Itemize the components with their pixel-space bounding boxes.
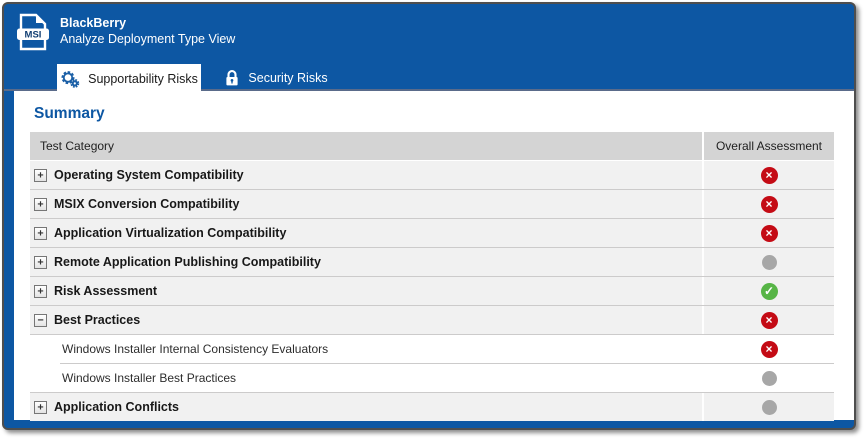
expander-plus-icon[interactable]: + (34, 226, 47, 240)
status-none-icon (761, 399, 777, 415)
row-label: Windows Installer Internal Consistency E… (62, 342, 329, 356)
table-row[interactable]: + Application Virtualization Compatibili… (30, 218, 834, 247)
expander-minus-icon[interactable]: − (34, 313, 47, 327)
row-label: Remote Application Publishing Compatibil… (54, 255, 321, 269)
titlebar: MSI BlackBerry Analyze Deployment Type V… (16, 12, 235, 52)
row-label: Best Practices (54, 313, 141, 327)
tab-label: Supportability Risks (88, 71, 198, 86)
msi-file-icon: MSI (17, 13, 49, 51)
package-title: BlackBerry (60, 16, 127, 30)
row-label: Operating System Compatibility (54, 168, 244, 182)
tab-supportability-risks[interactable]: Supportability Risks (57, 64, 201, 93)
window-header (4, 4, 854, 91)
table-header: Test Category Overall Assessment (30, 132, 834, 160)
row-label: Application Conflicts (54, 400, 179, 414)
lock-icon (226, 70, 239, 86)
table-row[interactable]: + MSIX Conversion Compatibility × (30, 189, 834, 218)
table-body: + Operating System Compatibility × + MSI… (30, 161, 834, 421)
column-header-overall-assessment: Overall Assessment (702, 132, 834, 160)
status-fail-icon: × (760, 195, 778, 213)
expander-plus-icon[interactable]: + (34, 400, 47, 414)
status-fail-icon: × (760, 340, 778, 358)
status-none-icon (761, 370, 777, 386)
table-row[interactable]: + Operating System Compatibility × (30, 161, 834, 189)
status-fail-icon: × (760, 166, 778, 184)
tab-security-risks[interactable]: Security Risks (201, 65, 351, 91)
summary-table: Test Category Overall Assessment + Opera… (30, 132, 834, 421)
content-panel: Summary Test Category Overall Assessment… (14, 91, 854, 421)
expander-plus-icon[interactable]: + (34, 197, 47, 211)
row-label: Risk Assessment (54, 284, 158, 298)
view-subtitle: Analyze Deployment Type View (60, 32, 236, 46)
expander-plus-icon[interactable]: + (34, 284, 47, 298)
table-row[interactable]: + Application Conflicts (30, 392, 834, 421)
analyze-window: MSI BlackBerry Analyze Deployment Type V… (2, 2, 856, 430)
row-label: Application Virtualization Compatibility (54, 226, 287, 240)
table-row[interactable]: + Risk Assessment ✓ (30, 276, 834, 305)
column-header-test-category: Test Category (40, 139, 115, 153)
status-pass-icon: ✓ (760, 282, 778, 300)
table-row[interactable]: Windows Installer Internal Consistency E… (30, 334, 834, 363)
table-row[interactable]: Windows Installer Best Practices (30, 363, 834, 392)
row-label: Windows Installer Best Practices (62, 371, 237, 385)
status-fail-icon: × (760, 311, 778, 329)
table-row[interactable]: − Best Practices × (30, 305, 834, 334)
row-label: MSIX Conversion Compatibility (54, 197, 240, 211)
expander-plus-icon[interactable]: + (34, 255, 47, 269)
tab-label: Security Risks (248, 71, 328, 85)
status-fail-icon: × (760, 224, 778, 242)
msi-icon-label: MSI (25, 30, 42, 41)
gears-icon (61, 70, 80, 88)
summary-heading: Summary (34, 105, 105, 122)
status-none-icon (761, 254, 777, 270)
table-row[interactable]: + Remote Application Publishing Compatib… (30, 247, 834, 276)
expander-plus-icon[interactable]: + (34, 168, 47, 182)
